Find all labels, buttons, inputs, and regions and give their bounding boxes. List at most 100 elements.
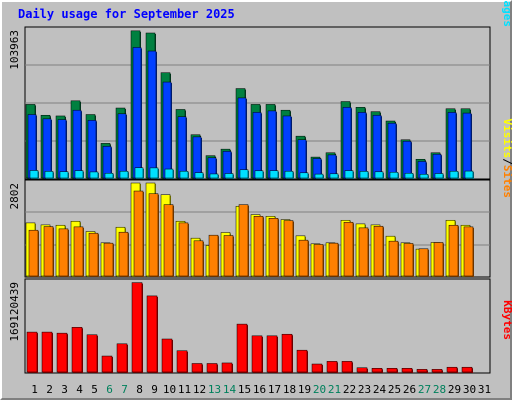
legend-part-0-0: Pages [501, 0, 512, 27]
x-tick-label-23: 23 [358, 383, 371, 396]
bar-kbytes-23 [356, 367, 368, 373]
bar-kbytes-6 [101, 355, 113, 373]
bar-files-8 [132, 47, 142, 179]
bar-kbytes-7 [116, 343, 128, 373]
bar-pages-27 [419, 173, 429, 179]
bar-kbytes-9 [146, 295, 158, 373]
bar-kbytes-19 [296, 349, 308, 373]
bar-kbytes-15 [236, 323, 248, 373]
x-tick-label-10: 10 [163, 383, 176, 396]
bar-kbytes-22 [341, 361, 353, 373]
bar-kbytes-4 [71, 327, 83, 373]
legend-part-1-2: Visits [501, 119, 512, 159]
x-tick-label-18: 18 [283, 383, 296, 396]
bar-sites-5 [88, 232, 99, 277]
bar-files-18 [282, 115, 292, 179]
bar-pages-29 [449, 170, 459, 179]
x-tick-label-7: 7 [121, 383, 128, 396]
x-tick-label-22: 22 [343, 383, 356, 396]
bar-sites-8 [133, 190, 144, 277]
bar-pages-28 [434, 173, 444, 179]
bar-files-23 [357, 112, 367, 179]
legend-part-1-1: / [501, 158, 512, 165]
x-tick-label-31: 31 [478, 383, 491, 396]
bar-pages-1 [29, 170, 39, 179]
bar-pages-21 [329, 173, 339, 179]
bar-kbytes-18 [281, 333, 293, 373]
x-tick-label-20: 20 [313, 383, 326, 396]
bar-kbytes-14 [221, 362, 233, 373]
bar-kbytes-16 [251, 335, 263, 373]
x-tick-label-19: 19 [298, 383, 311, 396]
bar-kbytes-25 [386, 368, 398, 373]
bar-pages-5 [89, 171, 99, 179]
bar-files-25 [387, 122, 397, 179]
bar-sites-2 [43, 226, 54, 277]
x-tick-label-5: 5 [91, 383, 98, 396]
bar-kbytes-17 [266, 335, 278, 373]
bar-files-24 [372, 114, 382, 179]
bar-files-9 [147, 50, 157, 179]
chart-title: Daily usage for September 2025 [18, 7, 235, 21]
bar-pages-4 [74, 170, 84, 179]
bar-files-16 [252, 112, 262, 179]
series-legend-1: Visits/Sites [501, 119, 512, 199]
bar-pages-6 [104, 172, 114, 179]
y-max-label-0: 103963 [8, 30, 21, 70]
x-tick-label-16: 16 [253, 383, 266, 396]
x-tick-label-9: 9 [151, 383, 158, 396]
bar-sites-20 [313, 244, 324, 277]
bar-sites-29 [448, 224, 459, 277]
bar-sites-10 [163, 204, 174, 277]
bar-files-4 [72, 109, 82, 179]
bar-pages-24 [374, 171, 384, 179]
bar-pages-7 [119, 170, 129, 179]
bar-kbytes-13 [206, 363, 218, 373]
bar-pages-10 [164, 168, 174, 179]
bar-sites-27 [418, 248, 429, 277]
bar-kbytes-5 [86, 334, 98, 373]
x-tick-label-3: 3 [61, 383, 68, 396]
bar-pages-26 [404, 172, 414, 179]
bar-pages-23 [359, 171, 369, 179]
bar-sites-4 [73, 226, 84, 277]
legend-part-2-0: KBytes [501, 300, 512, 340]
x-tick-label-4: 4 [76, 383, 83, 396]
bar-sites-30 [463, 226, 474, 277]
bar-pages-16 [254, 170, 264, 179]
bar-kbytes-1 [26, 331, 38, 373]
series-legend-2: KBytes [501, 300, 512, 340]
bar-pages-3 [59, 171, 69, 179]
bar-pages-2 [44, 171, 54, 179]
series-legend-0: Hits/Files/Pages [501, 0, 512, 27]
bar-sites-18 [283, 220, 294, 277]
x-tick-label-2: 2 [46, 383, 53, 396]
bar-sites-19 [298, 239, 309, 277]
bar-files-29 [447, 112, 457, 179]
bar-pages-8 [134, 167, 144, 179]
y-max-label-1: 2802 [8, 183, 21, 210]
bar-pages-30 [464, 170, 474, 179]
bar-pages-22 [344, 170, 354, 179]
bar-files-10 [162, 81, 172, 179]
bar-sites-11 [178, 222, 189, 277]
x-tick-label-1: 1 [31, 383, 38, 396]
bar-sites-26 [403, 243, 414, 277]
bar-kbytes-11 [176, 350, 188, 373]
bar-sites-24 [373, 225, 384, 277]
bar-pages-20 [314, 173, 324, 179]
bar-kbytes-2 [41, 331, 53, 373]
bar-sites-25 [388, 240, 399, 277]
x-tick-label-21: 21 [328, 383, 341, 396]
bar-files-19 [297, 139, 307, 179]
bar-pages-17 [269, 170, 279, 179]
bar-kbytes-24 [371, 368, 383, 373]
bar-kbytes-8 [131, 282, 143, 373]
bar-sites-17 [268, 217, 279, 277]
x-tick-label-13: 13 [208, 383, 221, 396]
bar-sites-28 [433, 242, 444, 277]
bar-sites-6 [103, 242, 114, 277]
bar-kbytes-26 [401, 368, 413, 373]
